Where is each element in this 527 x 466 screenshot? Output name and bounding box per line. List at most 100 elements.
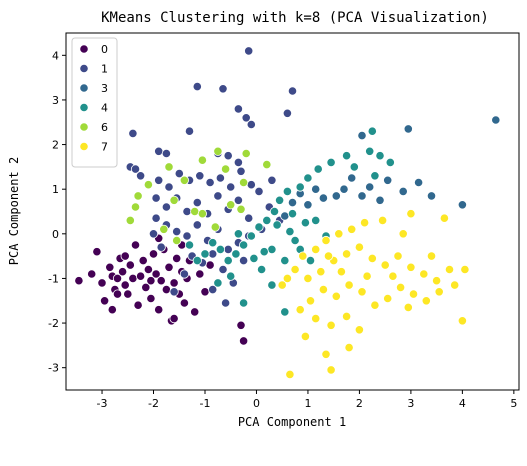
data-point-cluster-7 (362, 271, 372, 281)
x-tick-label: -3 (97, 397, 108, 410)
data-point-cluster-7 (344, 280, 354, 290)
y-tick-label: 3 (52, 94, 59, 107)
data-point-cluster-0 (92, 247, 102, 257)
data-point-cluster-1 (246, 180, 256, 190)
data-point-cluster-7 (383, 293, 393, 304)
data-point-cluster-6 (179, 175, 189, 185)
data-point-cluster-7 (303, 273, 313, 283)
data-point-cluster-7 (336, 267, 346, 277)
data-point-cluster-7 (316, 267, 326, 277)
data-point-cluster-7 (450, 280, 460, 290)
data-point-cluster-0 (128, 273, 138, 283)
data-point-cluster-0 (74, 276, 84, 286)
data-point-cluster-4 (311, 215, 321, 225)
y-tick-label: 1 (52, 183, 59, 196)
data-point-cluster-4 (295, 182, 305, 192)
data-point-cluster-0 (130, 240, 141, 250)
data-point-cluster-7 (406, 209, 416, 219)
data-point-cluster-1 (213, 191, 223, 201)
data-point-cluster-7 (408, 289, 419, 299)
data-point-cluster-0 (169, 313, 179, 324)
data-point-cluster-0 (146, 293, 156, 304)
data-point-cluster-0 (148, 249, 159, 259)
data-point-cluster-1 (223, 244, 233, 254)
data-point-cluster-3 (413, 177, 424, 188)
data-point-cluster-4 (262, 215, 272, 225)
data-point-cluster-6 (133, 191, 143, 201)
data-point-cluster-3 (311, 184, 321, 194)
data-point-cluster-1 (223, 151, 233, 161)
data-point-cluster-3 (339, 184, 349, 194)
data-point-cluster-6 (130, 202, 141, 212)
data-point-cluster-1 (218, 84, 228, 94)
data-point-cluster-4 (215, 244, 225, 254)
data-point-cluster-1 (154, 175, 164, 185)
data-point-cluster-7 (419, 269, 429, 279)
data-point-cluster-7 (326, 320, 336, 330)
data-point-cluster-4 (290, 235, 300, 246)
data-point-cluster-0 (100, 296, 110, 306)
data-point-cluster-3 (357, 131, 367, 141)
data-point-cluster-0 (179, 298, 189, 308)
data-point-cluster-0 (169, 278, 179, 288)
y-tick-label: -1 (48, 272, 59, 285)
data-point-cluster-0 (200, 287, 210, 297)
data-point-cluster-4 (287, 209, 298, 219)
data-point-cluster-4 (367, 126, 377, 136)
data-point-cluster-7 (300, 331, 310, 341)
data-point-cluster-1 (233, 104, 243, 114)
x-tick-label: 0 (253, 397, 260, 410)
data-point-cluster-3 (347, 173, 357, 183)
legend-marker (79, 63, 89, 74)
data-point-cluster-1 (192, 82, 202, 92)
legend-label: 3 (101, 82, 108, 95)
data-point-cluster-1 (208, 284, 218, 295)
data-point-cluster-0 (172, 253, 182, 263)
data-point-cluster-3 (457, 200, 467, 210)
x-tick-label: -2 (148, 397, 159, 410)
data-point-cluster-1 (215, 173, 225, 183)
data-point-cluster-3 (403, 124, 413, 134)
data-point-cluster-4 (259, 247, 269, 257)
data-point-cluster-6 (221, 164, 231, 174)
data-point-cluster-1 (236, 166, 246, 176)
data-point-cluster-1 (205, 177, 215, 188)
data-point-cluster-4 (249, 253, 259, 263)
data-point-cluster-1 (179, 269, 189, 279)
legend-label: 7 (101, 141, 108, 154)
data-point-cluster-1 (226, 182, 236, 192)
data-point-cluster-4 (313, 164, 323, 174)
data-point-cluster-7 (444, 264, 455, 275)
data-point-cluster-7 (357, 287, 367, 297)
data-point-cluster-0 (205, 260, 215, 270)
data-point-cluster-1 (233, 195, 243, 205)
data-point-cluster-1 (184, 126, 195, 136)
y-axis: -3 -2 -1 0 1 2 3 4 (48, 49, 66, 375)
x-tick-label: -1 (200, 397, 211, 410)
data-point-cluster-3 (375, 195, 385, 205)
data-point-cluster-0 (120, 251, 130, 261)
data-point-cluster-3 (365, 182, 375, 192)
data-point-cluster-4 (349, 162, 359, 172)
data-point-cluster-1 (208, 249, 218, 259)
points-layer (74, 46, 501, 379)
legend-marker (79, 102, 89, 113)
data-point-cluster-7 (326, 365, 336, 375)
data-point-cluster-7 (457, 316, 467, 326)
legend-box (71, 37, 118, 168)
y-axis-label: PCA Component 2 (7, 157, 21, 265)
data-point-cluster-7 (311, 313, 321, 324)
legend-label: 1 (101, 63, 108, 76)
data-point-cluster-4 (272, 220, 282, 230)
data-point-cluster-4 (282, 186, 292, 196)
y-tick-label: 0 (52, 228, 59, 241)
data-point-cluster-4 (280, 307, 290, 317)
data-point-cluster-3 (491, 115, 501, 125)
data-point-cluster-3 (426, 191, 437, 201)
data-point-cluster-7 (334, 229, 344, 239)
data-point-cluster-1 (161, 148, 171, 159)
data-point-cluster-1 (169, 287, 179, 297)
data-point-cluster-7 (354, 242, 364, 252)
data-point-cluster-1 (282, 108, 292, 118)
data-point-cluster-1 (287, 86, 298, 96)
